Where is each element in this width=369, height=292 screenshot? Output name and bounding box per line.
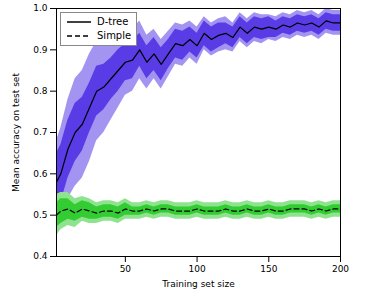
svg-text:0.5: 0.5 (33, 210, 47, 220)
html-text:D-tree: D-tree (97, 16, 129, 27)
svg-text:Mean accuracy on test set: Mean accuracy on test set (11, 73, 21, 192)
svg-text:200: 200 (332, 264, 349, 274)
svg-text:0.4: 0.4 (33, 251, 48, 261)
svg-text:0.7: 0.7 (33, 127, 47, 137)
svg-text:Training set size: Training set size (161, 279, 235, 289)
svg-text:0.8: 0.8 (33, 86, 48, 96)
svg-text:1.0: 1.0 (33, 3, 48, 13)
svg-text:150: 150 (260, 264, 277, 274)
svg-text:50: 50 (120, 264, 132, 274)
svg-text:0.9: 0.9 (33, 45, 48, 55)
svg-text:100: 100 (188, 264, 205, 274)
svg-text:0.6: 0.6 (33, 169, 48, 179)
html-text:Simple: Simple (97, 30, 132, 41)
